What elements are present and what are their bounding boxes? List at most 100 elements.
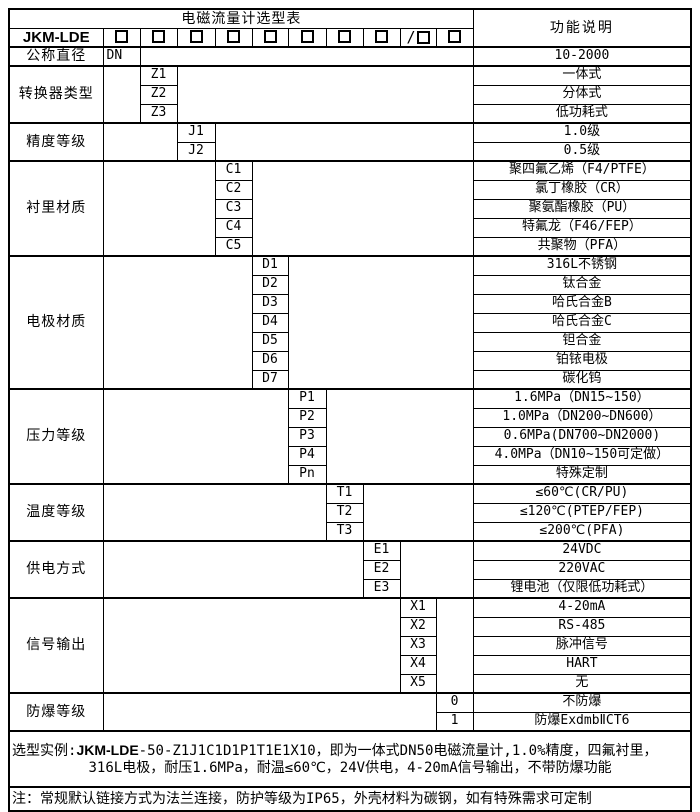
desc-cell-p2: 1.0MPa（DN200~DN600） — [472, 407, 692, 428]
spacer-cell — [362, 483, 474, 542]
table-row: D2 钛合金 — [9, 274, 692, 295]
checkbox-icon[interactable] — [189, 29, 203, 43]
spacer-cell — [102, 388, 289, 485]
model-checkbox-cell-1 — [102, 27, 141, 48]
code-cell-e1: E1 — [362, 540, 401, 561]
table-row: 公称直径 DN 10-2000 — [8, 46, 692, 67]
checkbox-icon[interactable] — [227, 29, 240, 43]
code-cell-x3: X3 — [399, 635, 437, 656]
category-pressure-class: 压力等级 — [8, 388, 104, 485]
example-label: 选型实例: — [12, 743, 77, 760]
page-title: 电磁流量计选型表 — [8, 8, 474, 29]
desc-cell-d2: 钛合金 — [472, 274, 692, 295]
code-cell-p3: P3 — [287, 426, 327, 447]
code-cell-z1: Z1 — [139, 65, 178, 86]
desc-cell-x3: 脉冲信号 — [472, 635, 692, 656]
table-row: Z2 分体式 — [9, 84, 692, 105]
table-row: 精度等级 J1 1.0级 — [8, 122, 692, 162]
category-converter-type: 转换器类型 — [8, 65, 104, 124]
code-cell-c3: C3 — [214, 198, 253, 219]
model-row: JKM-LDE / — [8, 27, 691, 48]
spacer-cell — [102, 540, 364, 599]
model-checkbox-cell-7 — [325, 27, 364, 48]
model-prefix: JKM-LDE — [8, 27, 104, 48]
category-nominal-diameter: 公称直径 — [8, 46, 104, 67]
example-line-1-rest: -50-Z1J1C1D1P1T1E1X10，即为一体式DN50电磁流量计,1.0… — [138, 743, 658, 760]
model-checkbox-cell-10 — [435, 27, 474, 48]
category-electrode-material: 电极材质 — [8, 255, 104, 390]
desc-cell-c5: 共聚物（PFA） — [472, 236, 692, 257]
code-cell-d4: D4 — [251, 312, 289, 333]
table-row: J2 0.5级 — [9, 141, 692, 162]
desc-cell-dn: 10-2000 — [472, 46, 692, 67]
desc-cell-c4: 特氟龙（F46/FEP） — [472, 217, 692, 238]
code-cell-z3: Z3 — [139, 103, 178, 124]
checkbox-icon[interactable] — [448, 29, 462, 43]
note-row: 注：常规默认链接方式为法兰连接，防护等级为IP65，外壳材料为碳钢，如有特殊需求… — [8, 786, 692, 812]
code-cell-dn: DN — [102, 46, 141, 67]
table-row: 压力等级 P1 1.6MPa（DN15~150） — [8, 388, 692, 485]
function-header: 功能说明 — [472, 8, 692, 48]
spacer-cell — [399, 540, 474, 599]
spacer-cell — [102, 597, 401, 694]
desc-cell-x1: 4-20mA — [472, 597, 692, 618]
desc-cell-x2: RS-485 — [472, 616, 692, 637]
desc-cell-j2: 0.5级 — [472, 141, 692, 162]
table-row: 电磁流量计选型表 功能说明 — [8, 8, 692, 48]
desc-cell-0: 不防爆 — [472, 692, 692, 713]
checkbox-icon[interactable] — [416, 30, 430, 44]
code-cell-p1: P1 — [287, 388, 327, 409]
table-row: 信号输出 X1 4-20mA — [8, 597, 692, 694]
example-line-1: 选型实例:JKM-LDE-50-Z1J1C1D1P1T1E1X10，即为一体式D… — [10, 742, 690, 759]
code-cell-d1: D1 — [251, 255, 289, 276]
checkbox-icon[interactable] — [115, 29, 128, 43]
code-cell-c4: C4 — [214, 217, 253, 238]
table-row: P4 4.0MPa（DN10~150可定做） — [9, 445, 692, 466]
code-cell-x1: X1 — [399, 597, 437, 618]
table-row: C5 共聚物（PFA） — [9, 236, 692, 257]
table-row: 供电方式 E1 24VDC — [8, 540, 692, 599]
desc-cell-e1: 24VDC — [472, 540, 692, 561]
spacer-cell — [102, 692, 437, 732]
table-row: 温度等级 T1 ≤60℃(CR/PU) — [8, 483, 692, 542]
code-cell-p4: P4 — [287, 445, 327, 466]
checkbox-icon[interactable] — [300, 29, 314, 43]
desc-cell-t3: ≤200℃(PFA) — [472, 521, 692, 542]
spacer-cell — [251, 160, 474, 257]
model-checkbox-cell-4 — [214, 27, 253, 48]
code-cell-0: 0 — [435, 692, 474, 713]
category-lining-material: 衬里材质 — [8, 160, 104, 257]
example-model-code: JKM-LDE — [76, 742, 139, 759]
desc-cell-p4: 4.0MPa（DN10~150可定做） — [472, 445, 692, 466]
code-cell-x5: X5 — [399, 673, 437, 694]
table-row: D3 哈氏合金B — [9, 293, 692, 314]
note-text: 注：常规默认链接方式为法兰连接，防护等级为IP65，外壳材料为碳钢，如有特殊需求… — [8, 786, 692, 812]
model-checkbox-cell-8 — [362, 27, 401, 48]
checkbox-icon[interactable] — [263, 29, 277, 43]
checkbox-icon[interactable] — [375, 29, 388, 43]
spacer-cell — [102, 160, 216, 257]
category-signal-output: 信号输出 — [8, 597, 104, 694]
category-power-supply: 供电方式 — [8, 540, 104, 599]
checkbox-icon[interactable] — [152, 29, 165, 43]
desc-cell-c3: 聚氨酯橡胶（PU） — [472, 198, 692, 219]
selection-example: 选型实例:JKM-LDE-50-Z1J1C1D1P1T1E1X10，即为一体式D… — [8, 730, 692, 788]
desc-cell-pn: 特殊定制 — [472, 464, 692, 485]
code-cell-c2: C2 — [214, 179, 253, 200]
desc-cell-c2: 氯丁橡胶（CR） — [472, 179, 692, 200]
desc-cell-d3: 哈氏合金B — [472, 293, 692, 314]
desc-cell-j1: 1.0级 — [472, 122, 692, 143]
table-row: 电极材质 D1 316L不锈钢 — [8, 255, 692, 390]
code-cell-pn: Pn — [287, 464, 327, 485]
category-accuracy-class: 精度等级 — [8, 122, 104, 162]
selection-table: 电磁流量计选型表 功能说明 JKM-LDE / 公称直径 DN 10-2000 … — [8, 8, 693, 812]
desc-cell-z3: 低功耗式 — [472, 103, 692, 124]
category-explosion-proof: 防爆等级 — [8, 692, 104, 732]
code-cell-d2: D2 — [251, 274, 289, 295]
table-row: 衬里材质 C1 聚四氟乙烯（F4/PTFE） — [8, 160, 692, 257]
desc-cell-d4: 哈氏合金C — [472, 312, 692, 333]
desc-cell-d7: 碳化钨 — [472, 369, 692, 390]
checkbox-icon[interactable] — [338, 29, 351, 43]
spacer-cell — [325, 388, 474, 485]
spacer-cell — [102, 255, 253, 390]
